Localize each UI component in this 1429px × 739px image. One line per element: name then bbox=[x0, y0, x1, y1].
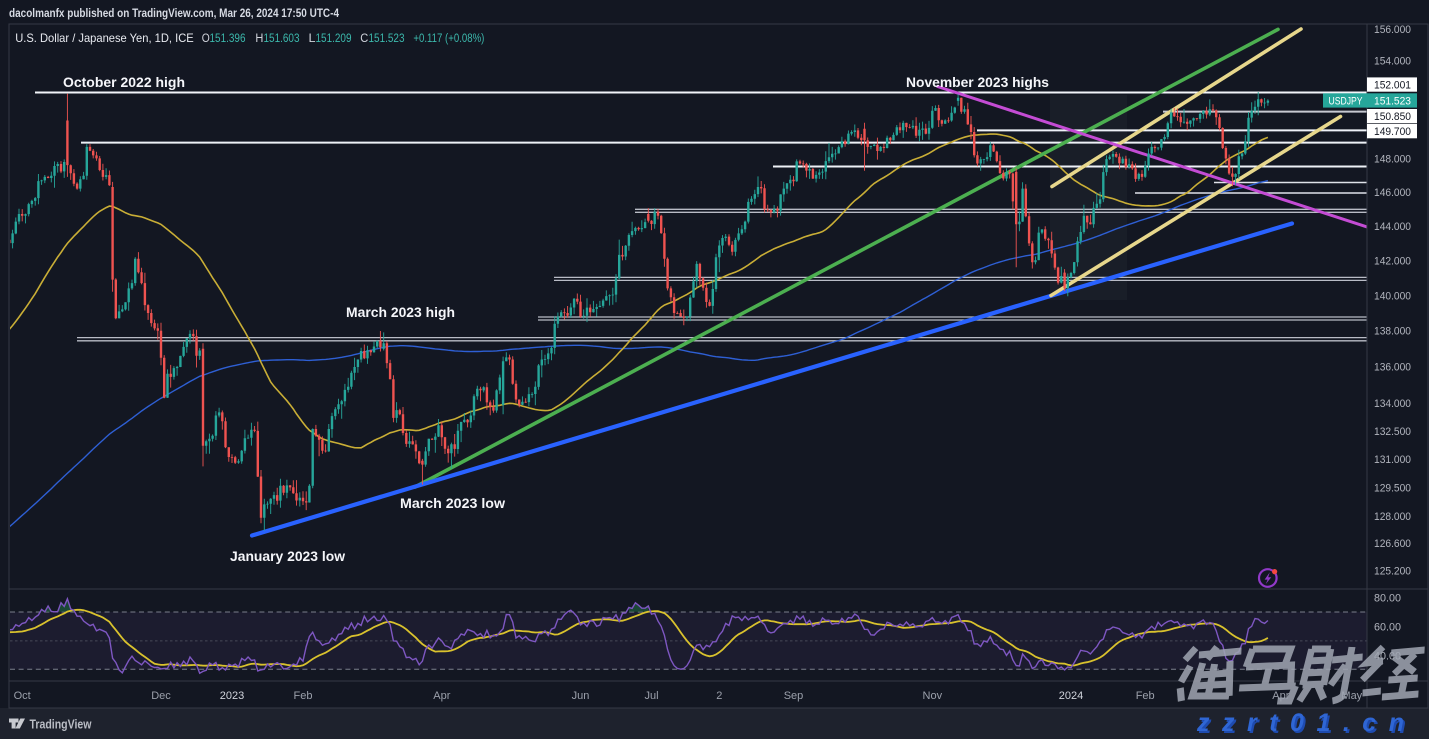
svg-text:125.200: 125.200 bbox=[1374, 565, 1411, 577]
svg-text:151.523: 151.523 bbox=[369, 33, 405, 45]
svg-text:149.700: 149.700 bbox=[1374, 126, 1411, 138]
svg-text:134.000: 134.000 bbox=[1374, 398, 1411, 410]
svg-text:144.000: 144.000 bbox=[1374, 221, 1411, 233]
svg-text:zzrt01.cn: zzrt01.cn bbox=[1196, 709, 1416, 737]
svg-text:Jul: Jul bbox=[644, 690, 658, 702]
svg-text:148.000: 148.000 bbox=[1374, 154, 1411, 166]
svg-text:USDJPY: USDJPY bbox=[1329, 96, 1364, 108]
svg-text:October 2022 high: October 2022 high bbox=[63, 75, 185, 90]
svg-text:Feb: Feb bbox=[1136, 690, 1155, 702]
svg-text:136.000: 136.000 bbox=[1374, 362, 1411, 374]
svg-text:dacolmanfx published on Tradin: dacolmanfx published on TradingView.com,… bbox=[9, 6, 339, 20]
svg-text:TradingView: TradingView bbox=[30, 717, 93, 732]
svg-text:138.000: 138.000 bbox=[1374, 326, 1411, 338]
svg-text:154.000: 154.000 bbox=[1374, 56, 1411, 68]
svg-text:January 2023 low: January 2023 low bbox=[230, 549, 346, 564]
svg-text:Feb: Feb bbox=[294, 690, 313, 702]
svg-text:2: 2 bbox=[716, 690, 722, 702]
svg-text:126.600: 126.600 bbox=[1374, 538, 1411, 550]
svg-text:132.500: 132.500 bbox=[1374, 426, 1411, 438]
svg-text:Dec: Dec bbox=[151, 690, 171, 702]
svg-text:C: C bbox=[360, 33, 368, 45]
svg-text:146.000: 146.000 bbox=[1374, 187, 1411, 199]
svg-text:2023: 2023 bbox=[220, 690, 244, 702]
svg-text:140.000: 140.000 bbox=[1374, 290, 1411, 302]
svg-text:151.209: 151.209 bbox=[316, 33, 352, 45]
svg-text:156.000: 156.000 bbox=[1374, 24, 1411, 36]
svg-text:128.000: 128.000 bbox=[1374, 511, 1411, 523]
svg-text:Apr: Apr bbox=[433, 690, 450, 702]
svg-text:152.001: 152.001 bbox=[1374, 80, 1411, 92]
svg-text:H: H bbox=[255, 33, 263, 45]
svg-text:November 2023 highs: November 2023 highs bbox=[906, 75, 1049, 90]
svg-text:151.523: 151.523 bbox=[1374, 96, 1411, 108]
svg-text:142.000: 142.000 bbox=[1374, 255, 1411, 267]
svg-text:March 2023 low: March 2023 low bbox=[400, 496, 506, 511]
svg-text:60.00: 60.00 bbox=[1374, 621, 1401, 633]
svg-text:2024: 2024 bbox=[1059, 690, 1083, 702]
svg-text:Sep: Sep bbox=[784, 690, 804, 702]
svg-text:Nov: Nov bbox=[923, 690, 943, 702]
svg-text:U.S. Dollar / Japanese Yen, 1D: U.S. Dollar / Japanese Yen, 1D, ICE bbox=[15, 31, 194, 45]
svg-text:March 2023 high: March 2023 high bbox=[346, 305, 455, 320]
svg-text:O: O bbox=[202, 33, 210, 45]
svg-text:80.00: 80.00 bbox=[1374, 592, 1401, 604]
svg-text:151.396: 151.396 bbox=[210, 33, 246, 45]
svg-text:150.850: 150.850 bbox=[1374, 111, 1411, 123]
svg-text:151.603: 151.603 bbox=[264, 33, 300, 45]
svg-text:L: L bbox=[309, 33, 317, 45]
svg-text:129.500: 129.500 bbox=[1374, 482, 1411, 494]
svg-text:131.000: 131.000 bbox=[1374, 454, 1411, 466]
svg-text:zzrt01.cn: zzrt01.cn bbox=[1198, 711, 1418, 739]
svg-text:+0.117 (+0.08%): +0.117 (+0.08%) bbox=[413, 33, 484, 45]
svg-text:Oct: Oct bbox=[14, 690, 31, 702]
svg-text:Jun: Jun bbox=[572, 690, 590, 702]
